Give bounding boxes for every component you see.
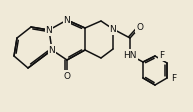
Text: O: O xyxy=(136,23,144,31)
Text: N: N xyxy=(49,45,55,55)
Text: N: N xyxy=(110,25,116,33)
Text: N: N xyxy=(64,15,70,25)
Text: N: N xyxy=(46,26,52,34)
Text: HN: HN xyxy=(123,51,137,59)
Text: F: F xyxy=(159,51,165,59)
Text: F: F xyxy=(171,73,177,83)
Text: O: O xyxy=(63,71,70,81)
